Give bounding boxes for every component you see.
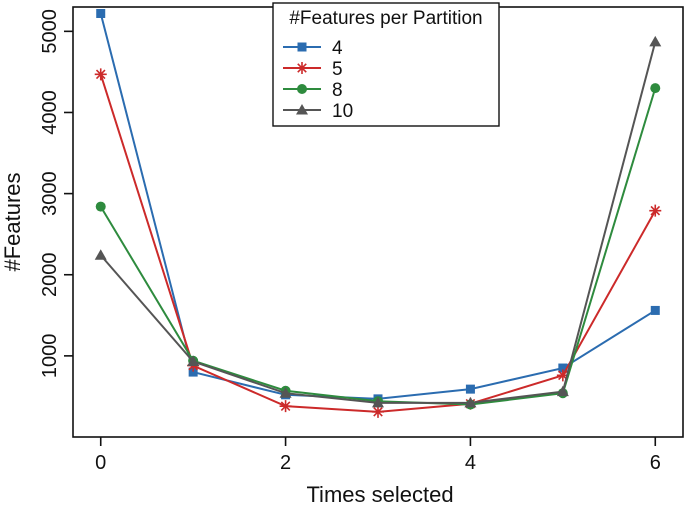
- legend-label: 8: [332, 80, 343, 101]
- data-point: [95, 201, 106, 212]
- data-point: [650, 83, 661, 94]
- y-tick-label: 5000: [39, 9, 61, 54]
- series-10: [94, 35, 662, 408]
- legend-entry-4: 4: [283, 38, 343, 59]
- data-point: [94, 68, 107, 81]
- data-point: [649, 35, 662, 47]
- data-point: [650, 305, 660, 315]
- x-tick-label: 4: [465, 452, 476, 474]
- data-point: [372, 405, 384, 418]
- legend-entry-5: 5: [283, 59, 343, 80]
- legend-label: 5: [332, 59, 343, 80]
- y-tick-label: 4000: [39, 90, 61, 135]
- legend-swatch-marker: [297, 42, 307, 52]
- data-point: [94, 249, 107, 260]
- legend-box: [272, 2, 500, 127]
- legend-entry-10: 10: [283, 101, 353, 122]
- y-axis: 1000 2000 3000 4000 5000: [39, 9, 73, 378]
- legend-label: 4: [332, 38, 343, 59]
- legend-swatch-marker: [297, 84, 307, 94]
- data-point: [649, 204, 662, 217]
- legend-entry-8: 8: [283, 80, 343, 101]
- x-axis-title: Times selected: [306, 482, 453, 507]
- legend-swatch-marker: [296, 62, 308, 74]
- y-axis-title: #Features: [0, 172, 25, 271]
- x-axis: 0 2 4 6: [95, 437, 661, 474]
- data-point: [558, 363, 568, 373]
- series-layer: [94, 8, 662, 418]
- data-point: [372, 396, 384, 408]
- data-point: [556, 369, 569, 382]
- y-tick-label: 3000: [39, 171, 61, 216]
- x-tick-label: 0: [95, 452, 106, 474]
- legend-label: 10: [332, 101, 353, 122]
- legend-title: #Features per Partition: [289, 8, 482, 29]
- data-point: [556, 385, 569, 397]
- y-tick-label: 1000: [39, 334, 61, 379]
- data-point: [188, 367, 198, 377]
- data-point: [96, 8, 106, 18]
- x-tick-label: 2: [280, 452, 291, 474]
- data-point: [464, 396, 477, 408]
- x-tick-label: 6: [650, 452, 661, 474]
- y-tick-label: 2000: [39, 252, 61, 297]
- data-point: [279, 400, 292, 413]
- data-point: [279, 387, 292, 398]
- data-point: [187, 355, 200, 367]
- data-point: [465, 384, 475, 394]
- legend-swatch-marker: [296, 104, 308, 115]
